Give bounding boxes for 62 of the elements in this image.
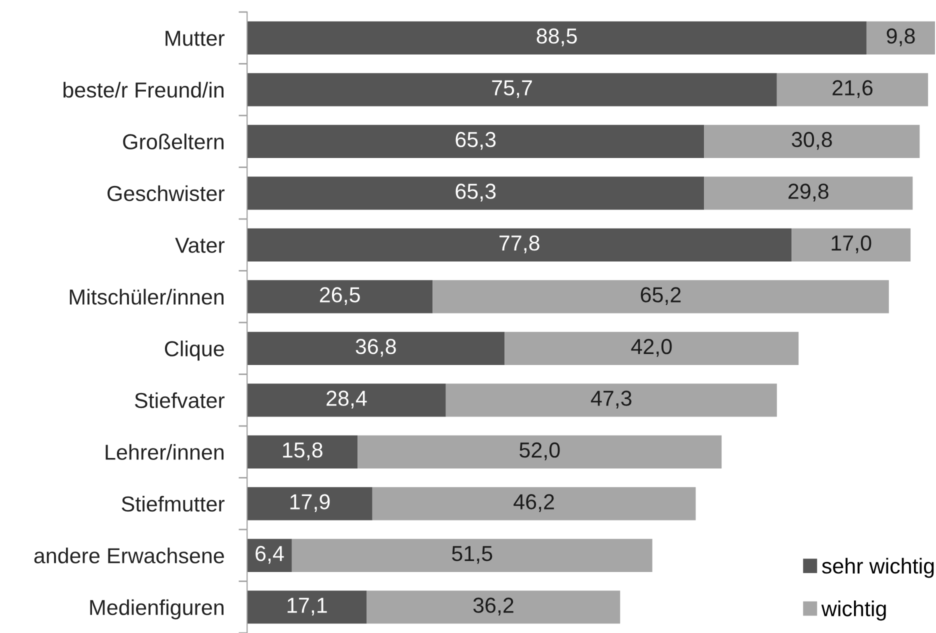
bar (776, 73, 928, 106)
data-label: 36,8 (356, 338, 396, 357)
bar (247, 538, 292, 572)
data-label: 52,0 (520, 442, 560, 460)
bar (704, 124, 920, 158)
bar (366, 590, 620, 624)
legend-label: sehr wichtig (822, 558, 934, 578)
data-label: 65,3 (456, 184, 496, 202)
bar (247, 487, 372, 520)
y-tick-label: Stiefvater (134, 392, 225, 408)
bar (432, 280, 889, 314)
bar (504, 332, 799, 365)
data-label: 28,4 (326, 390, 367, 408)
data-label: 21,6 (832, 80, 872, 98)
bar (247, 435, 358, 468)
data-label: 30,8 (792, 132, 832, 150)
y-tick-label: beste/r Freund/in (64, 82, 224, 98)
y-tick-label: Geschwister (108, 185, 225, 202)
bar (247, 332, 505, 365)
bar (247, 280, 433, 314)
bar (247, 384, 446, 417)
bar (247, 228, 792, 262)
data-label: 65,3 (456, 132, 496, 150)
bar (372, 487, 696, 520)
bar (247, 124, 704, 158)
data-label: 77,8 (500, 235, 540, 254)
y-tick-label: Lehrer/innen (106, 444, 224, 460)
data-label: 17,0 (832, 235, 872, 254)
y-tick-label: andere Erwachsene (34, 548, 224, 564)
data-label: 65,2 (640, 287, 681, 305)
y-tick-label: Mitschüler/innen (70, 288, 224, 305)
legend-label: wichtig (821, 600, 886, 621)
data-label: 88,5 (536, 28, 577, 46)
data-label: 75,7 (492, 80, 532, 98)
y-tick-label: Großeltern (123, 134, 224, 150)
bar (247, 21, 866, 54)
data-label: 51,5 (452, 546, 492, 564)
y-tick-label: Vater (175, 238, 225, 253)
y-tick-label: Stiefmutter (122, 496, 225, 512)
data-label: 26,5 (320, 287, 360, 305)
bar (792, 228, 911, 262)
bar (247, 590, 367, 624)
y-tick-label: Medienfiguren (90, 599, 224, 620)
data-label: 6,4 (256, 546, 284, 564)
bar (358, 435, 722, 468)
data-label: 15,8 (283, 442, 322, 460)
data-label: 17,9 (290, 494, 330, 512)
bar (446, 384, 777, 417)
data-label: 42,0 (631, 338, 672, 357)
data-label: 29,8 (788, 184, 828, 202)
data-label: 36,2 (473, 598, 514, 616)
data-label: 47,3 (590, 390, 632, 408)
bar (247, 73, 777, 106)
y-tick-label: Mutter (166, 30, 225, 46)
data-label: 46,2 (514, 494, 554, 512)
bar (292, 538, 652, 572)
bar (247, 176, 704, 210)
data-label: 9,8 (886, 28, 915, 46)
y-tick-label: Clique (164, 340, 224, 361)
data-label: 17,1 (288, 598, 327, 616)
bar (866, 21, 936, 54)
bar (704, 176, 913, 210)
